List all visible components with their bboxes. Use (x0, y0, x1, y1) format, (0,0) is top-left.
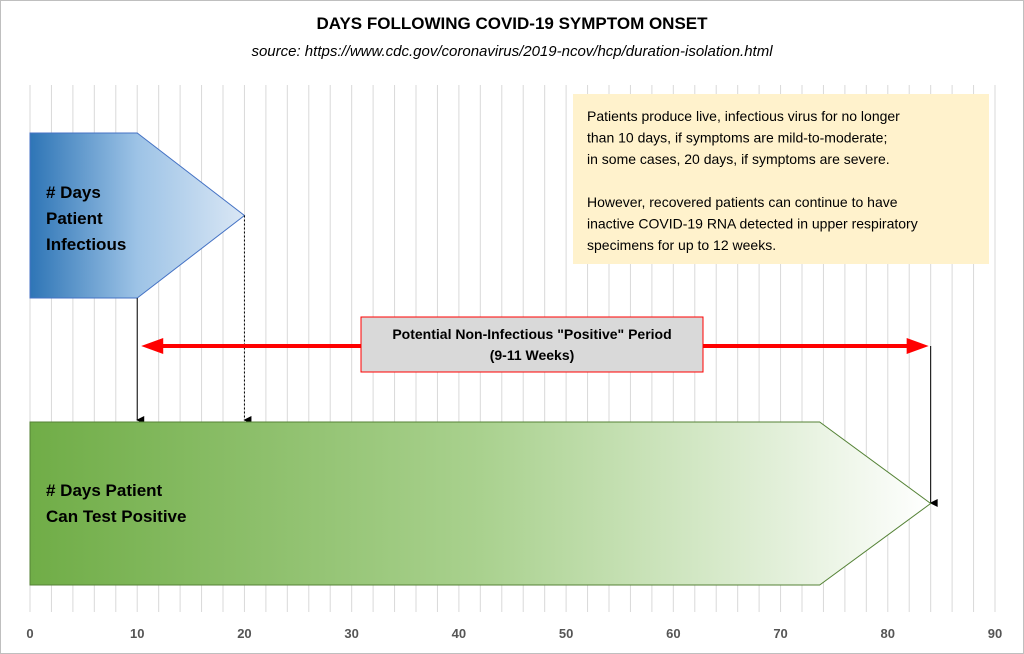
x-tick-label: 10 (130, 626, 144, 641)
infectious-label-line: Patient (46, 209, 103, 228)
note-line: in some cases, 20 days, if symptoms are … (587, 151, 890, 167)
note-line: However, recovered patients can continue… (587, 194, 898, 210)
note-box: Patients produce live, infectious virus … (573, 94, 989, 264)
x-tick-label: 80 (881, 626, 895, 641)
period-arrowhead-left (141, 338, 164, 354)
note-background (573, 94, 989, 264)
period-arrowhead-right (906, 338, 929, 354)
x-tick-label: 40 (452, 626, 466, 641)
period-label-line-1: Potential Non-Infectious "Positive" Peri… (392, 326, 671, 342)
note-line: Patients produce live, infectious virus … (587, 108, 900, 124)
x-tick-label: 60 (666, 626, 680, 641)
x-tick-label: 90 (988, 626, 1002, 641)
infectious-arrow-shape (29, 132, 246, 299)
connector-lines (136, 215, 938, 507)
infectious-arrow: # Days Patient Infectious (29, 132, 246, 299)
x-axis-ticks: 0 10 20 30 40 50 60 70 80 90 (26, 626, 1002, 641)
positive-label-line: # Days Patient (46, 481, 163, 500)
chart-title: DAYS FOLLOWING COVID-19 SYMPTOM ONSET (316, 14, 708, 33)
x-tick-label: 0 (26, 626, 33, 641)
period-label-box (360, 316, 704, 373)
period-label-line-2: (9-11 Weeks) (490, 347, 575, 363)
non-infectious-period: Potential Non-Infectious "Positive" Peri… (141, 316, 929, 373)
note-line: inactive COVID-19 RNA detected in upper … (587, 216, 918, 232)
positive-arrow-shape (29, 421, 932, 586)
x-tick-label: 30 (344, 626, 358, 641)
positive-label-line: Can Test Positive (46, 507, 186, 526)
x-tick-label: 70 (773, 626, 787, 641)
infectious-label-line: Infectious (46, 235, 126, 254)
note-line: than 10 days, if symptoms are mild-to-mo… (587, 130, 887, 146)
chart-subtitle: source: https://www.cdc.gov/coronavirus/… (251, 43, 773, 60)
x-tick-label: 20 (237, 626, 251, 641)
x-tick-label: 50 (559, 626, 573, 641)
positive-arrow: # Days Patient Can Test Positive (29, 421, 932, 586)
note-line: specimens for up to 12 weeks. (587, 237, 776, 253)
infectious-label-line: # Days (46, 183, 101, 202)
